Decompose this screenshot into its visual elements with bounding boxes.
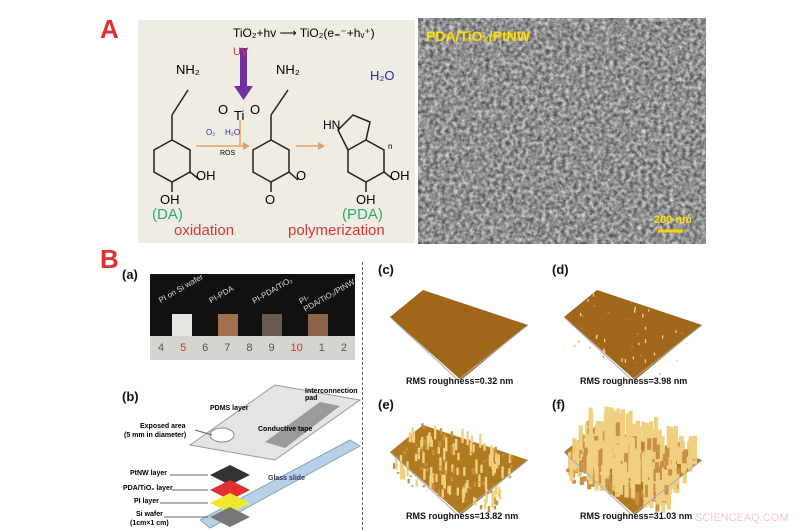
panel-b-label: B (100, 244, 119, 275)
pdms-label: PDMS layer (210, 405, 249, 412)
ruler-tick: 1 (319, 342, 325, 354)
afm-base (390, 290, 528, 380)
tape-label: Conductive tape (258, 426, 312, 433)
ruler-tick: 5 (180, 342, 186, 354)
ptnw-label: PtNW layer (130, 470, 167, 477)
si-label: Si wafer (136, 511, 163, 518)
oxidation-label: oxidation (174, 222, 234, 239)
ruler: 4 5 6 7 8 9 10 1 2 (150, 336, 355, 360)
sample-photo: PI on Si wafer PI-PDA PI-PDA/TiO₂ PI-PDA… (150, 274, 355, 360)
pda-label: (PDA) (342, 206, 383, 223)
sample-label: PI-PDA/TiO₂ (251, 275, 294, 305)
nh2-label: NH₂ (176, 62, 200, 77)
afm-surface (562, 405, 722, 515)
ruler-tick: 8 (246, 342, 252, 354)
h2o-label: H₂O (370, 68, 395, 83)
oh-label: OH (356, 192, 376, 207)
o-label: O (218, 102, 228, 117)
exposed-area (210, 428, 234, 442)
afm-surface (388, 405, 548, 515)
sample-label: PI-PDA/TiO₂/PtNW (298, 268, 359, 314)
polymerization-label: polymerization (288, 222, 385, 239)
nh2-label: NH₂ (276, 62, 300, 77)
nanowire-texture (418, 18, 706, 244)
afm-surface (562, 270, 722, 380)
ruler-tick: 7 (224, 342, 230, 354)
divider (362, 262, 363, 530)
h2o-small-label: H₂O (225, 128, 240, 137)
afm-surface (388, 270, 548, 380)
sample-chip (262, 314, 282, 336)
uv-label: UV (233, 46, 248, 58)
sample-label: PI-PDA (208, 284, 236, 305)
ruler-tick: 4 (158, 342, 164, 354)
watermark: SCIENCEAQ.COM (695, 512, 789, 524)
sem-title: PDA/TiO₂/PtNW (426, 28, 530, 44)
afm-base (564, 290, 702, 380)
rms-roughness: RMS roughness=0.32 nm (406, 376, 513, 386)
o-label: O (265, 192, 275, 207)
hn-label: HN (323, 118, 340, 132)
rms-roughness: RMS roughness=3.98 nm (580, 376, 687, 386)
panel-a-label: A (100, 14, 119, 45)
ruler-tick: 2 (341, 342, 347, 354)
pi-label: PI layer (134, 498, 159, 505)
si-sub-label: (1cm×1 cm) (130, 520, 169, 527)
sample-label: PI on Si wafer (157, 272, 205, 305)
o-label: O (250, 102, 260, 117)
o-label: O (296, 168, 306, 183)
ti-label: Ti (234, 108, 244, 123)
ruler-tick: 10 (291, 342, 303, 354)
exposed-sub-label: (5 mm in diameter) (124, 432, 186, 439)
sample-chip (308, 314, 328, 336)
da-label: (DA) (152, 206, 183, 223)
photocatalysis-equation: TiO₂+hv ⟶ TiO₂(e₌⁻+hᵥ⁺) (233, 26, 375, 40)
sample-chip (218, 314, 238, 336)
pdatio2-label: PDA/TiO₂ layer (123, 485, 173, 492)
glass-label: Glass slide (268, 475, 305, 482)
sem-image: PDA/TiO₂/PtNW 200 nm (418, 18, 706, 244)
ros-label: ROS (220, 150, 235, 157)
pad-label: Interconnection pad (305, 388, 355, 402)
device-schematic (100, 380, 362, 530)
ruler-tick: 9 (268, 342, 274, 354)
exposed-label: Exposed area (140, 423, 186, 430)
oh-label: OH (196, 168, 216, 183)
scale-bar-label: 200 nm (654, 214, 692, 226)
oh-label: OH (160, 192, 180, 207)
rms-roughness: RMS roughness=31.03 nm (580, 511, 692, 521)
oh-label: OH (390, 168, 410, 183)
sample-chip (172, 314, 192, 336)
reaction-scheme: TiO₂+hv ⟶ TiO₂(e₌⁻+hᵥ⁺) UV NH₂ NH₂ H₂O O… (138, 20, 415, 243)
o2-label: O₂ (206, 128, 215, 137)
subpanel-a-label: (a) (122, 267, 138, 282)
rms-roughness: RMS roughness=13.82 nm (406, 511, 518, 521)
ruler-tick: 6 (202, 342, 208, 354)
n-label: n (388, 142, 392, 151)
